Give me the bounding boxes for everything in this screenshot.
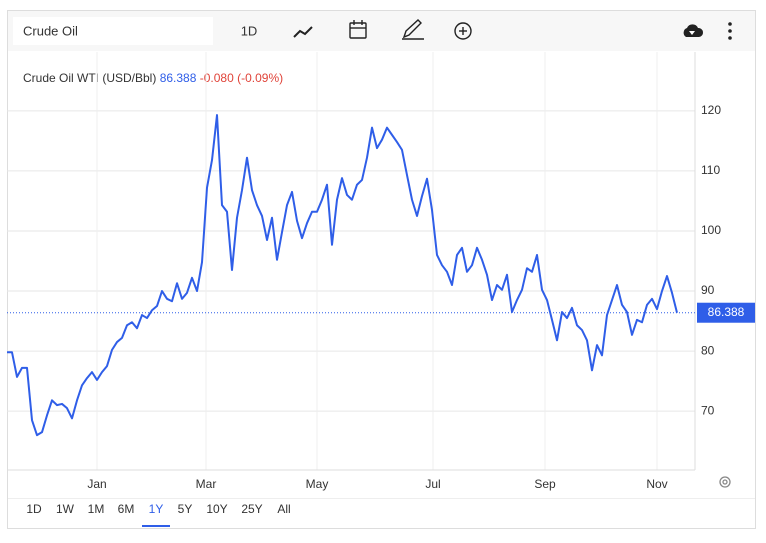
chart-type-icon[interactable] [293,26,313,38]
range-button[interactable]: 1W [56,502,75,516]
y-tick-label: 110 [701,163,720,177]
search-box[interactable] [13,17,213,45]
add-icon[interactable] [454,22,472,40]
range-button[interactable]: 10Y [206,502,227,516]
x-tick-label: Sep [534,477,556,491]
calendar-icon[interactable] [349,20,367,39]
y-tick-label: 120 [701,103,721,117]
range-button[interactable]: All [277,502,290,516]
settings-icon[interactable] [719,476,731,488]
range-underline [142,525,170,527]
last-price-badge [697,302,755,323]
range-button[interactable]: 1M [88,502,105,516]
range-button[interactable]: 1Y [149,502,164,516]
x-tick-label: Mar [196,477,217,491]
price-change: -0.080 (-0.09%) [200,71,283,85]
range-button[interactable]: 5Y [178,502,193,516]
plot: 70 80 90 100 110 120 Jan Mar May Jul Sep Nov 86.388 [7,52,755,491]
y-tick-label: 80 [701,343,715,357]
x-tick-label: May [306,477,329,491]
y-tick-label: 70 [701,403,715,417]
download-icon[interactable] [683,24,704,37]
range-button[interactable]: 6M [118,502,135,516]
menu-icon[interactable] [728,22,732,40]
y-tick-label: 100 [701,223,721,237]
last-price: 86.388 [160,71,197,85]
range-button[interactable]: 25Y [241,502,262,516]
interval-button[interactable]: 1D [241,23,258,38]
range-button[interactable]: 1D [26,502,42,516]
x-tick-label: Jul [425,477,440,491]
last-price-label: 86.388 [708,305,745,319]
price-line [7,114,678,437]
x-tick-label: Nov [646,477,667,491]
x-tick-label: Jan [87,477,106,491]
frame [7,10,756,529]
search-text[interactable]: Crude Oil [23,23,78,38]
chart-title: Crude Oil WTI (USD/Bbl) 86.388 -0.080 (-… [23,71,283,85]
title-text: Crude Oil WTI (USD/Bbl) [23,71,156,85]
draw-icon[interactable] [402,19,424,40]
range-bar: 1D 1W 1M 6M 1Y 5Y 10Y 25Y All [26,502,291,527]
y-tick-label: 90 [701,283,715,297]
